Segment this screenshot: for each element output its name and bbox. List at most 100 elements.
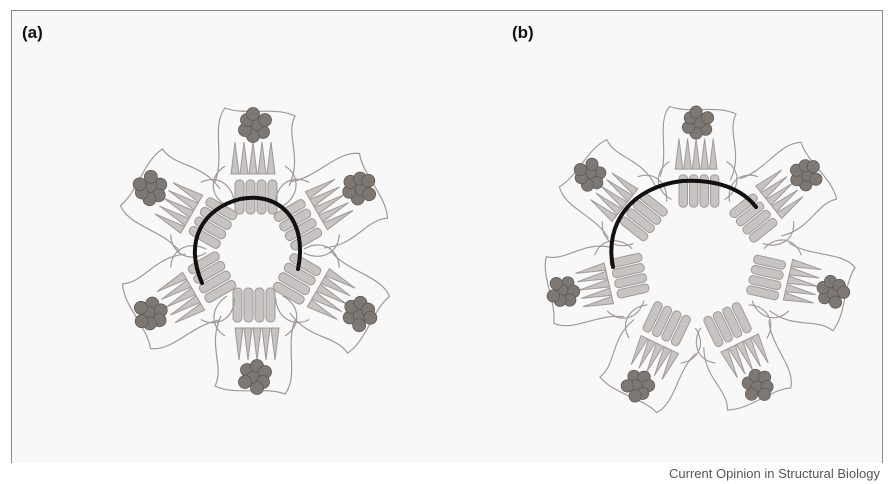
subunit-b-1 xyxy=(657,105,738,208)
helix-ribbon xyxy=(626,208,655,234)
helix-ribbon xyxy=(272,281,305,305)
subunit-a-4 xyxy=(272,244,391,354)
beta-strand xyxy=(600,185,629,209)
beta-strand xyxy=(168,189,199,211)
ligand-sphere xyxy=(134,314,149,329)
closed-ring-arc xyxy=(609,178,758,269)
ligand-sphere xyxy=(352,318,367,333)
helix-ribbon xyxy=(670,314,691,347)
panel-label-a: (a) xyxy=(22,23,43,42)
subunit-a-2 xyxy=(212,107,297,215)
helix-ribbon xyxy=(283,262,316,286)
ligand-sphere xyxy=(809,172,823,186)
helix-ribbon xyxy=(289,253,322,277)
beta-strand xyxy=(735,340,754,371)
beta-strand xyxy=(315,283,347,305)
structure-illustration xyxy=(119,105,856,414)
helix-ribbon xyxy=(731,302,752,334)
beta-strand xyxy=(786,275,818,287)
helix-ribbon xyxy=(265,287,276,323)
beta-strand xyxy=(674,138,684,170)
coil-loop xyxy=(275,244,340,324)
helix-ribbon xyxy=(688,174,699,208)
coil-loop xyxy=(289,250,391,354)
beta-strand xyxy=(582,295,615,308)
ligand-sphere xyxy=(246,107,260,121)
beta-strand xyxy=(630,334,649,365)
helix-ribbon xyxy=(722,306,743,338)
beta-strand xyxy=(708,138,718,170)
beta-strand xyxy=(653,346,672,376)
coil-loop xyxy=(624,304,701,364)
beta-strand xyxy=(580,287,613,299)
subunit-b-2 xyxy=(728,141,838,246)
beta-strand xyxy=(306,299,338,320)
beta-strand xyxy=(248,141,258,175)
ligand-sphere xyxy=(745,387,759,401)
helix-ribbon xyxy=(243,287,254,323)
coil-loop xyxy=(703,320,792,411)
beta-strand xyxy=(156,271,188,293)
beta-strand xyxy=(611,172,639,196)
coil-loop xyxy=(695,304,772,364)
beta-strand xyxy=(691,138,701,170)
ligand-sphere xyxy=(689,105,703,119)
open-ring-arc xyxy=(193,195,302,285)
helix-ribbon xyxy=(642,301,663,333)
ligand-sphere xyxy=(573,163,587,177)
ligand-sphere xyxy=(837,285,851,299)
beta-strand xyxy=(788,266,820,279)
helix-ribbon xyxy=(204,279,237,303)
beta-strand xyxy=(239,141,249,175)
coil-loop xyxy=(768,242,856,332)
ligand-sphere xyxy=(585,157,599,171)
beta-strand xyxy=(174,302,206,324)
ligand-sphere xyxy=(549,277,563,291)
beta-strand xyxy=(159,205,190,227)
beta-strand xyxy=(760,176,788,200)
beta-strand xyxy=(170,294,201,316)
beta-strand xyxy=(304,178,336,200)
ligand-sphere xyxy=(363,310,378,325)
helix-ribbon xyxy=(254,287,265,323)
panel-a-open-hexamer xyxy=(119,107,391,395)
ligand-sphere xyxy=(628,389,642,403)
subunit-b-3 xyxy=(746,239,856,332)
helix-ribbon xyxy=(198,270,231,294)
coil-loop xyxy=(740,141,838,237)
panel-b-closed-heptamer xyxy=(544,105,856,414)
beta-strand xyxy=(782,291,815,304)
coil-loop xyxy=(751,239,802,319)
helix-ribbon xyxy=(278,272,311,296)
beta-strand xyxy=(579,278,611,291)
ligand-sphere xyxy=(700,111,715,125)
ligand-sphere xyxy=(362,187,377,202)
coil-loop xyxy=(599,319,697,414)
beta-strand xyxy=(661,349,680,380)
beta-strand xyxy=(163,197,195,219)
ligand-sphere xyxy=(620,379,634,393)
coil-loop xyxy=(659,105,737,181)
helix-ribbon xyxy=(750,264,784,280)
beta-strand xyxy=(754,169,783,193)
helix-ribbon xyxy=(279,208,312,232)
figure-frame: (a) (b) xyxy=(11,10,883,463)
helix-ribbon xyxy=(709,174,720,208)
journal-credit: Current Opinion in Structural Biology xyxy=(669,466,880,481)
ligand-sphere xyxy=(133,300,148,315)
ligand-sphere xyxy=(546,289,560,303)
beta-strand xyxy=(154,213,186,235)
beta-strand xyxy=(790,258,822,271)
beta-strand xyxy=(638,338,657,369)
coil-loop xyxy=(212,165,297,207)
coil-loop xyxy=(544,245,625,327)
coil-loop xyxy=(728,174,795,246)
helix-ribbon xyxy=(651,305,673,338)
beta-strand xyxy=(606,179,634,203)
helix-ribbon xyxy=(614,273,648,289)
coil-loop xyxy=(213,295,298,337)
beta-strand xyxy=(765,182,793,206)
helix-ribbon xyxy=(703,315,724,347)
beta-strand xyxy=(577,270,609,283)
subunit-b-6 xyxy=(544,240,650,327)
